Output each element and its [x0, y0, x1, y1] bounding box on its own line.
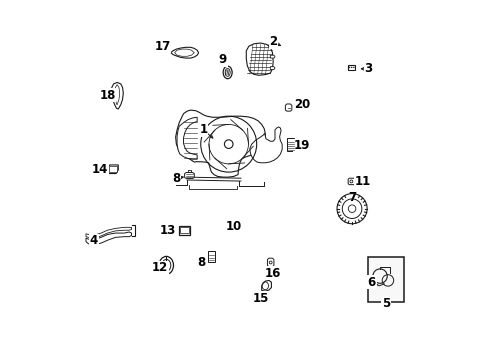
Polygon shape	[86, 232, 131, 244]
Text: 14: 14	[92, 163, 108, 176]
Circle shape	[224, 140, 233, 148]
Polygon shape	[107, 165, 118, 174]
Circle shape	[352, 67, 354, 68]
Text: 12: 12	[152, 261, 168, 274]
Text: 8: 8	[197, 256, 205, 269]
Polygon shape	[246, 43, 273, 75]
Polygon shape	[86, 227, 131, 238]
Text: 11: 11	[354, 175, 370, 188]
Text: 3: 3	[364, 62, 371, 75]
Polygon shape	[270, 55, 274, 58]
Polygon shape	[175, 110, 265, 177]
Circle shape	[350, 67, 352, 68]
Circle shape	[348, 67, 349, 68]
Polygon shape	[261, 280, 271, 291]
Bar	[286, 138, 293, 151]
Text: 8: 8	[172, 172, 180, 185]
Text: 20: 20	[293, 98, 309, 111]
Bar	[180, 226, 188, 233]
Text: 6: 6	[367, 276, 375, 289]
Text: 10: 10	[225, 220, 242, 233]
Polygon shape	[184, 172, 194, 179]
Text: 5: 5	[381, 297, 389, 310]
Polygon shape	[177, 117, 197, 159]
Text: 1: 1	[199, 123, 207, 136]
Polygon shape	[112, 82, 123, 109]
Text: 4: 4	[90, 234, 98, 247]
Polygon shape	[174, 49, 194, 56]
Text: 18: 18	[99, 89, 116, 102]
Polygon shape	[347, 178, 354, 185]
Polygon shape	[249, 127, 282, 163]
Polygon shape	[347, 65, 354, 69]
Text: 7: 7	[347, 192, 355, 204]
Bar	[367, 257, 403, 302]
Polygon shape	[109, 166, 117, 172]
Polygon shape	[270, 67, 274, 69]
Polygon shape	[115, 85, 120, 105]
Text: 2: 2	[268, 35, 277, 49]
Text: 16: 16	[264, 267, 281, 280]
Bar	[207, 251, 215, 262]
Text: 19: 19	[293, 139, 309, 152]
Text: 17: 17	[154, 40, 170, 53]
Polygon shape	[285, 104, 291, 111]
Text: 9: 9	[219, 53, 226, 66]
Text: 15: 15	[252, 292, 268, 305]
Text: 13: 13	[159, 224, 175, 237]
Bar	[179, 226, 190, 234]
Polygon shape	[171, 47, 198, 58]
Polygon shape	[267, 258, 273, 267]
